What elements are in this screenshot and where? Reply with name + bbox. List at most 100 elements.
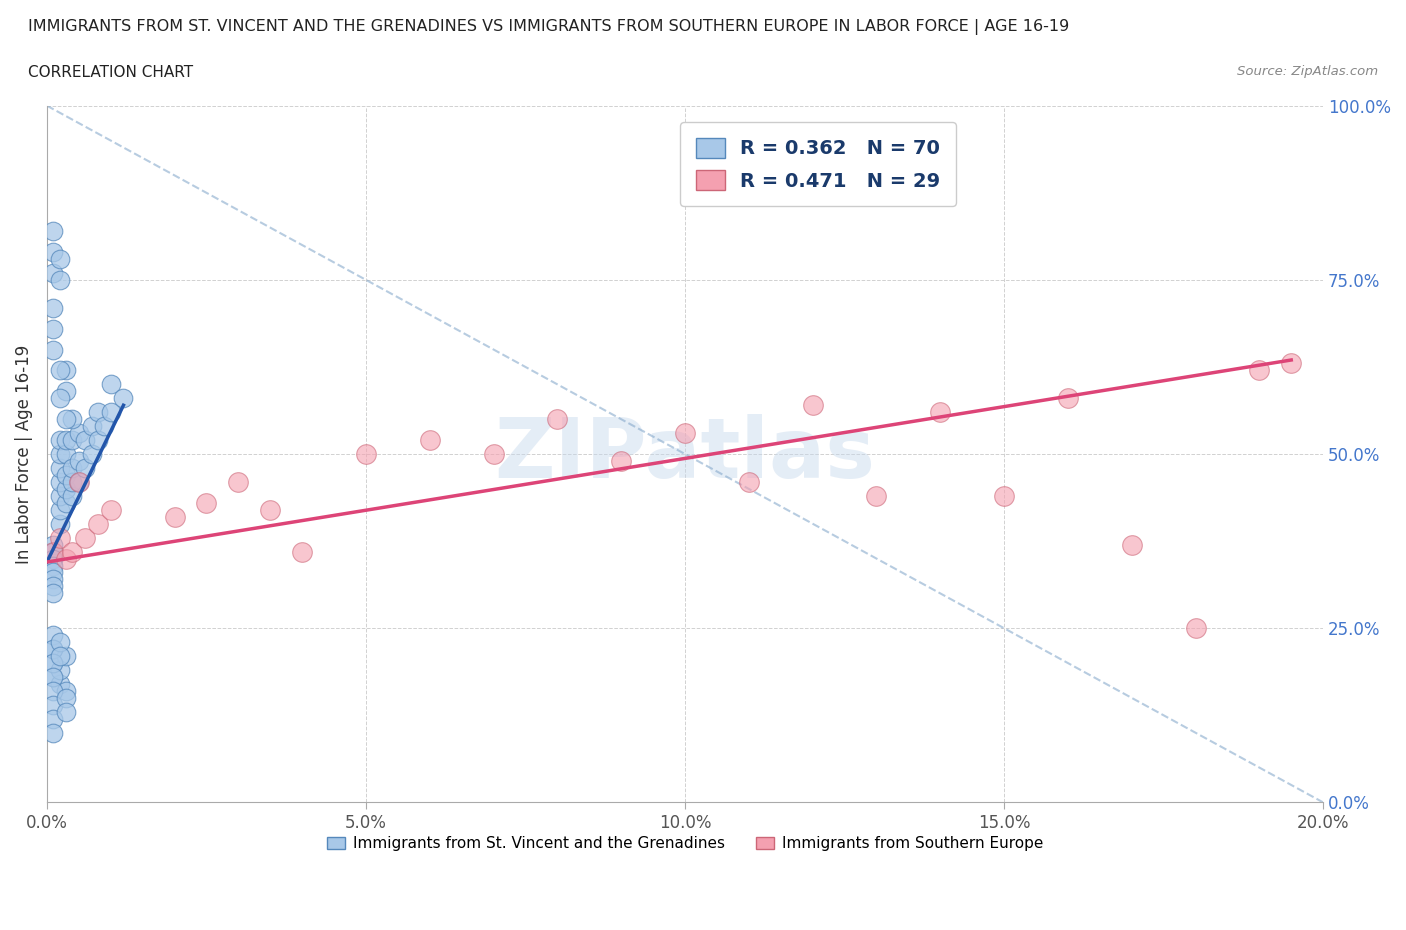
Point [48, 676, 70, 691]
Point [48, 634, 70, 649]
Point [738, 474, 761, 489]
Point [228, 474, 250, 489]
Point [1184, 621, 1206, 636]
Point [80, 418, 103, 433]
Point [75, 530, 97, 545]
Point [42, 300, 65, 315]
Point [42, 711, 65, 726]
Point [55, 496, 77, 511]
Point [55, 551, 77, 566]
Point [42, 656, 65, 671]
Point [482, 446, 505, 461]
Point [87, 405, 110, 419]
Point [195, 496, 218, 511]
Point [42, 223, 65, 238]
Point [48, 662, 70, 677]
Text: Source: ZipAtlas.com: Source: ZipAtlas.com [1237, 65, 1378, 78]
Point [1279, 356, 1302, 371]
Point [42, 321, 65, 336]
Point [354, 446, 377, 461]
Point [42, 565, 65, 580]
Point [673, 426, 696, 441]
Point [62, 460, 84, 475]
Point [55, 482, 77, 497]
Point [48, 460, 70, 475]
Point [42, 558, 65, 573]
Point [75, 432, 97, 447]
Text: IMMIGRANTS FROM ST. VINCENT AND THE GRENADINES VS IMMIGRANTS FROM SOUTHERN EUROP: IMMIGRANTS FROM ST. VINCENT AND THE GREN… [28, 19, 1070, 34]
Point [93, 418, 115, 433]
Point [42, 579, 65, 594]
Point [80, 446, 103, 461]
Point [42, 642, 65, 657]
Point [48, 516, 70, 531]
Point [55, 690, 77, 705]
Point [1249, 363, 1271, 378]
Point [42, 670, 65, 684]
Point [42, 245, 65, 259]
Point [55, 363, 77, 378]
Point [48, 488, 70, 503]
Point [42, 684, 65, 698]
Point [1121, 538, 1143, 552]
Point [42, 342, 65, 357]
Point [48, 446, 70, 461]
Point [48, 272, 70, 287]
Point [42, 586, 65, 601]
Point [42, 725, 65, 740]
Point [1057, 391, 1080, 405]
Point [546, 412, 568, 427]
Point [42, 265, 65, 280]
Point [55, 384, 77, 399]
Point [55, 446, 77, 461]
Point [55, 432, 77, 447]
Point [55, 684, 77, 698]
Point [42, 544, 65, 559]
Point [67, 474, 90, 489]
Point [610, 454, 633, 469]
Point [62, 544, 84, 559]
Text: ZIPatlas: ZIPatlas [495, 414, 876, 495]
Point [67, 474, 90, 489]
Text: CORRELATION CHART: CORRELATION CHART [28, 65, 193, 80]
Point [42, 670, 65, 684]
Y-axis label: In Labor Force | Age 16-19: In Labor Force | Age 16-19 [15, 344, 32, 564]
Point [993, 488, 1015, 503]
Point [163, 510, 186, 525]
Point [67, 426, 90, 441]
Point [62, 412, 84, 427]
Point [865, 488, 887, 503]
Point [42, 698, 65, 712]
Point [87, 432, 110, 447]
Point [62, 488, 84, 503]
Point [42, 544, 65, 559]
Point [42, 572, 65, 587]
Point [48, 391, 70, 405]
Point [291, 544, 314, 559]
Point [42, 628, 65, 643]
Point [42, 656, 65, 671]
Point [48, 530, 70, 545]
Point [48, 474, 70, 489]
Point [75, 460, 97, 475]
Point [929, 405, 952, 419]
Point [62, 432, 84, 447]
Point [259, 502, 281, 517]
Legend: Immigrants from St. Vincent and the Grenadines, Immigrants from Southern Europe: Immigrants from St. Vincent and the Gren… [321, 830, 1049, 857]
Point [48, 363, 70, 378]
Point [112, 391, 135, 405]
Point [67, 454, 90, 469]
Point [55, 648, 77, 663]
Point [87, 516, 110, 531]
Point [55, 704, 77, 719]
Point [48, 251, 70, 266]
Point [100, 405, 122, 419]
Point [100, 377, 122, 392]
Point [48, 648, 70, 663]
Point [62, 474, 84, 489]
Point [419, 432, 441, 447]
Point [42, 642, 65, 657]
Point [55, 412, 77, 427]
Point [42, 538, 65, 552]
Point [48, 502, 70, 517]
